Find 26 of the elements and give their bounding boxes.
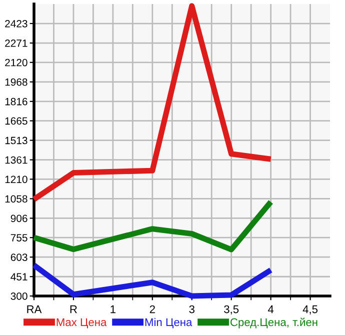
- y-tick-label: 755: [10, 234, 28, 242]
- y-tick-label: 1361: [5, 156, 28, 164]
- legend-label: Сред.Цена, т.йен: [230, 318, 318, 328]
- x-tick-label: 3: [189, 305, 194, 314]
- y-tick-label: 906: [10, 214, 28, 222]
- x-tick-label: 4,5: [302, 305, 318, 314]
- y-tick-label: 300: [10, 292, 28, 300]
- y-tick-label: 1210: [5, 176, 28, 184]
- x-tick-label: RA: [27, 305, 42, 314]
- y-tick-label: 1665: [5, 117, 28, 125]
- legend-label: Max Цена: [56, 318, 107, 328]
- y-tick-label: 603: [10, 254, 28, 261]
- x-tick-label: 4: [268, 305, 274, 314]
- x-tick-label: R: [70, 305, 77, 314]
- y-tick-label: 1058: [5, 195, 28, 203]
- y-tick-label: 1816: [5, 98, 28, 106]
- x-tick-label: 2: [150, 305, 155, 314]
- x-tick-label: 3,5: [224, 305, 239, 314]
- x-tick-label: 1: [110, 305, 116, 314]
- legend-label: Min Цена: [145, 318, 192, 328]
- y-tick-label: 1513: [5, 136, 28, 144]
- y-tick-label: 451: [10, 273, 28, 280]
- y-tick-label: 2271: [5, 40, 28, 47]
- y-tick-label: 1968: [5, 78, 28, 86]
- y-tick-label: 2120: [5, 58, 28, 66]
- y-tick-label: 2423: [5, 20, 28, 28]
